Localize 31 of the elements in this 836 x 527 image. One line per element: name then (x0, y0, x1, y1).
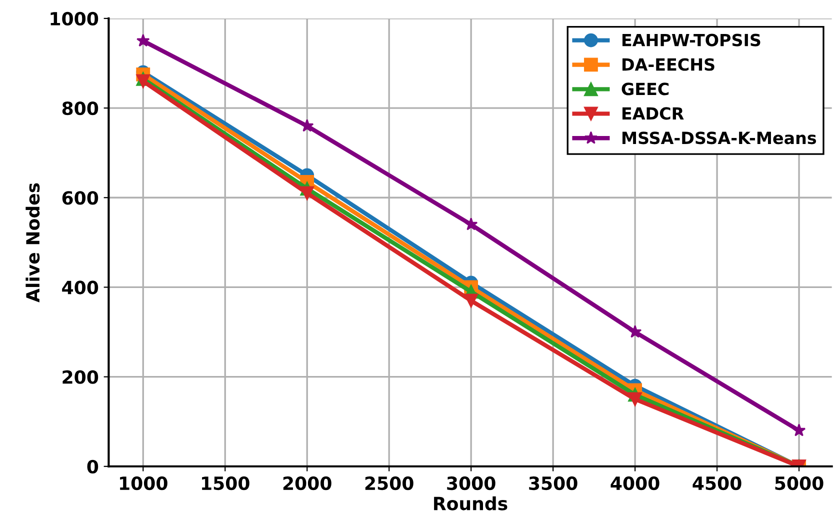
x-axis-title: Rounds (434, 496, 508, 510)
point (464, 218, 478, 230)
x-tick-label: 2500 (365, 476, 414, 490)
x-tick-label: 1000 (120, 476, 168, 490)
x-tick-label: 1500 (202, 476, 250, 490)
legend-label: MSSA-DSSA-K-Means (622, 132, 816, 144)
point (136, 74, 150, 88)
point (136, 34, 150, 47)
x-tick-label: 4000 (610, 476, 660, 490)
point (300, 186, 314, 200)
y-tick-label: 600 (62, 191, 98, 205)
point (628, 325, 642, 338)
x-tick-label: 5000 (775, 476, 824, 490)
point (300, 119, 314, 132)
x-tick-label: 3000 (447, 476, 496, 490)
legend-label: GEEC (622, 82, 669, 96)
point (628, 392, 642, 406)
legend-label: EADCR (622, 107, 684, 120)
point (464, 294, 478, 308)
legend-label: EAHPW-TOPSIS (622, 34, 760, 46)
y-tick-label: 800 (62, 101, 98, 116)
point (792, 424, 806, 436)
x-tick-label: 3500 (529, 476, 578, 490)
x-tick-label: 2000 (283, 476, 332, 490)
y-tick-label: 0 (87, 460, 98, 474)
legend-label: DA-EECHS (622, 58, 714, 71)
y-tick-label: 1000 (50, 12, 98, 26)
y-tick-label: 200 (62, 370, 98, 384)
y-tick-label: 400 (62, 280, 98, 294)
y-axis-title: Alive Nodes (26, 183, 40, 302)
x-tick-label: 4500 (692, 476, 742, 490)
